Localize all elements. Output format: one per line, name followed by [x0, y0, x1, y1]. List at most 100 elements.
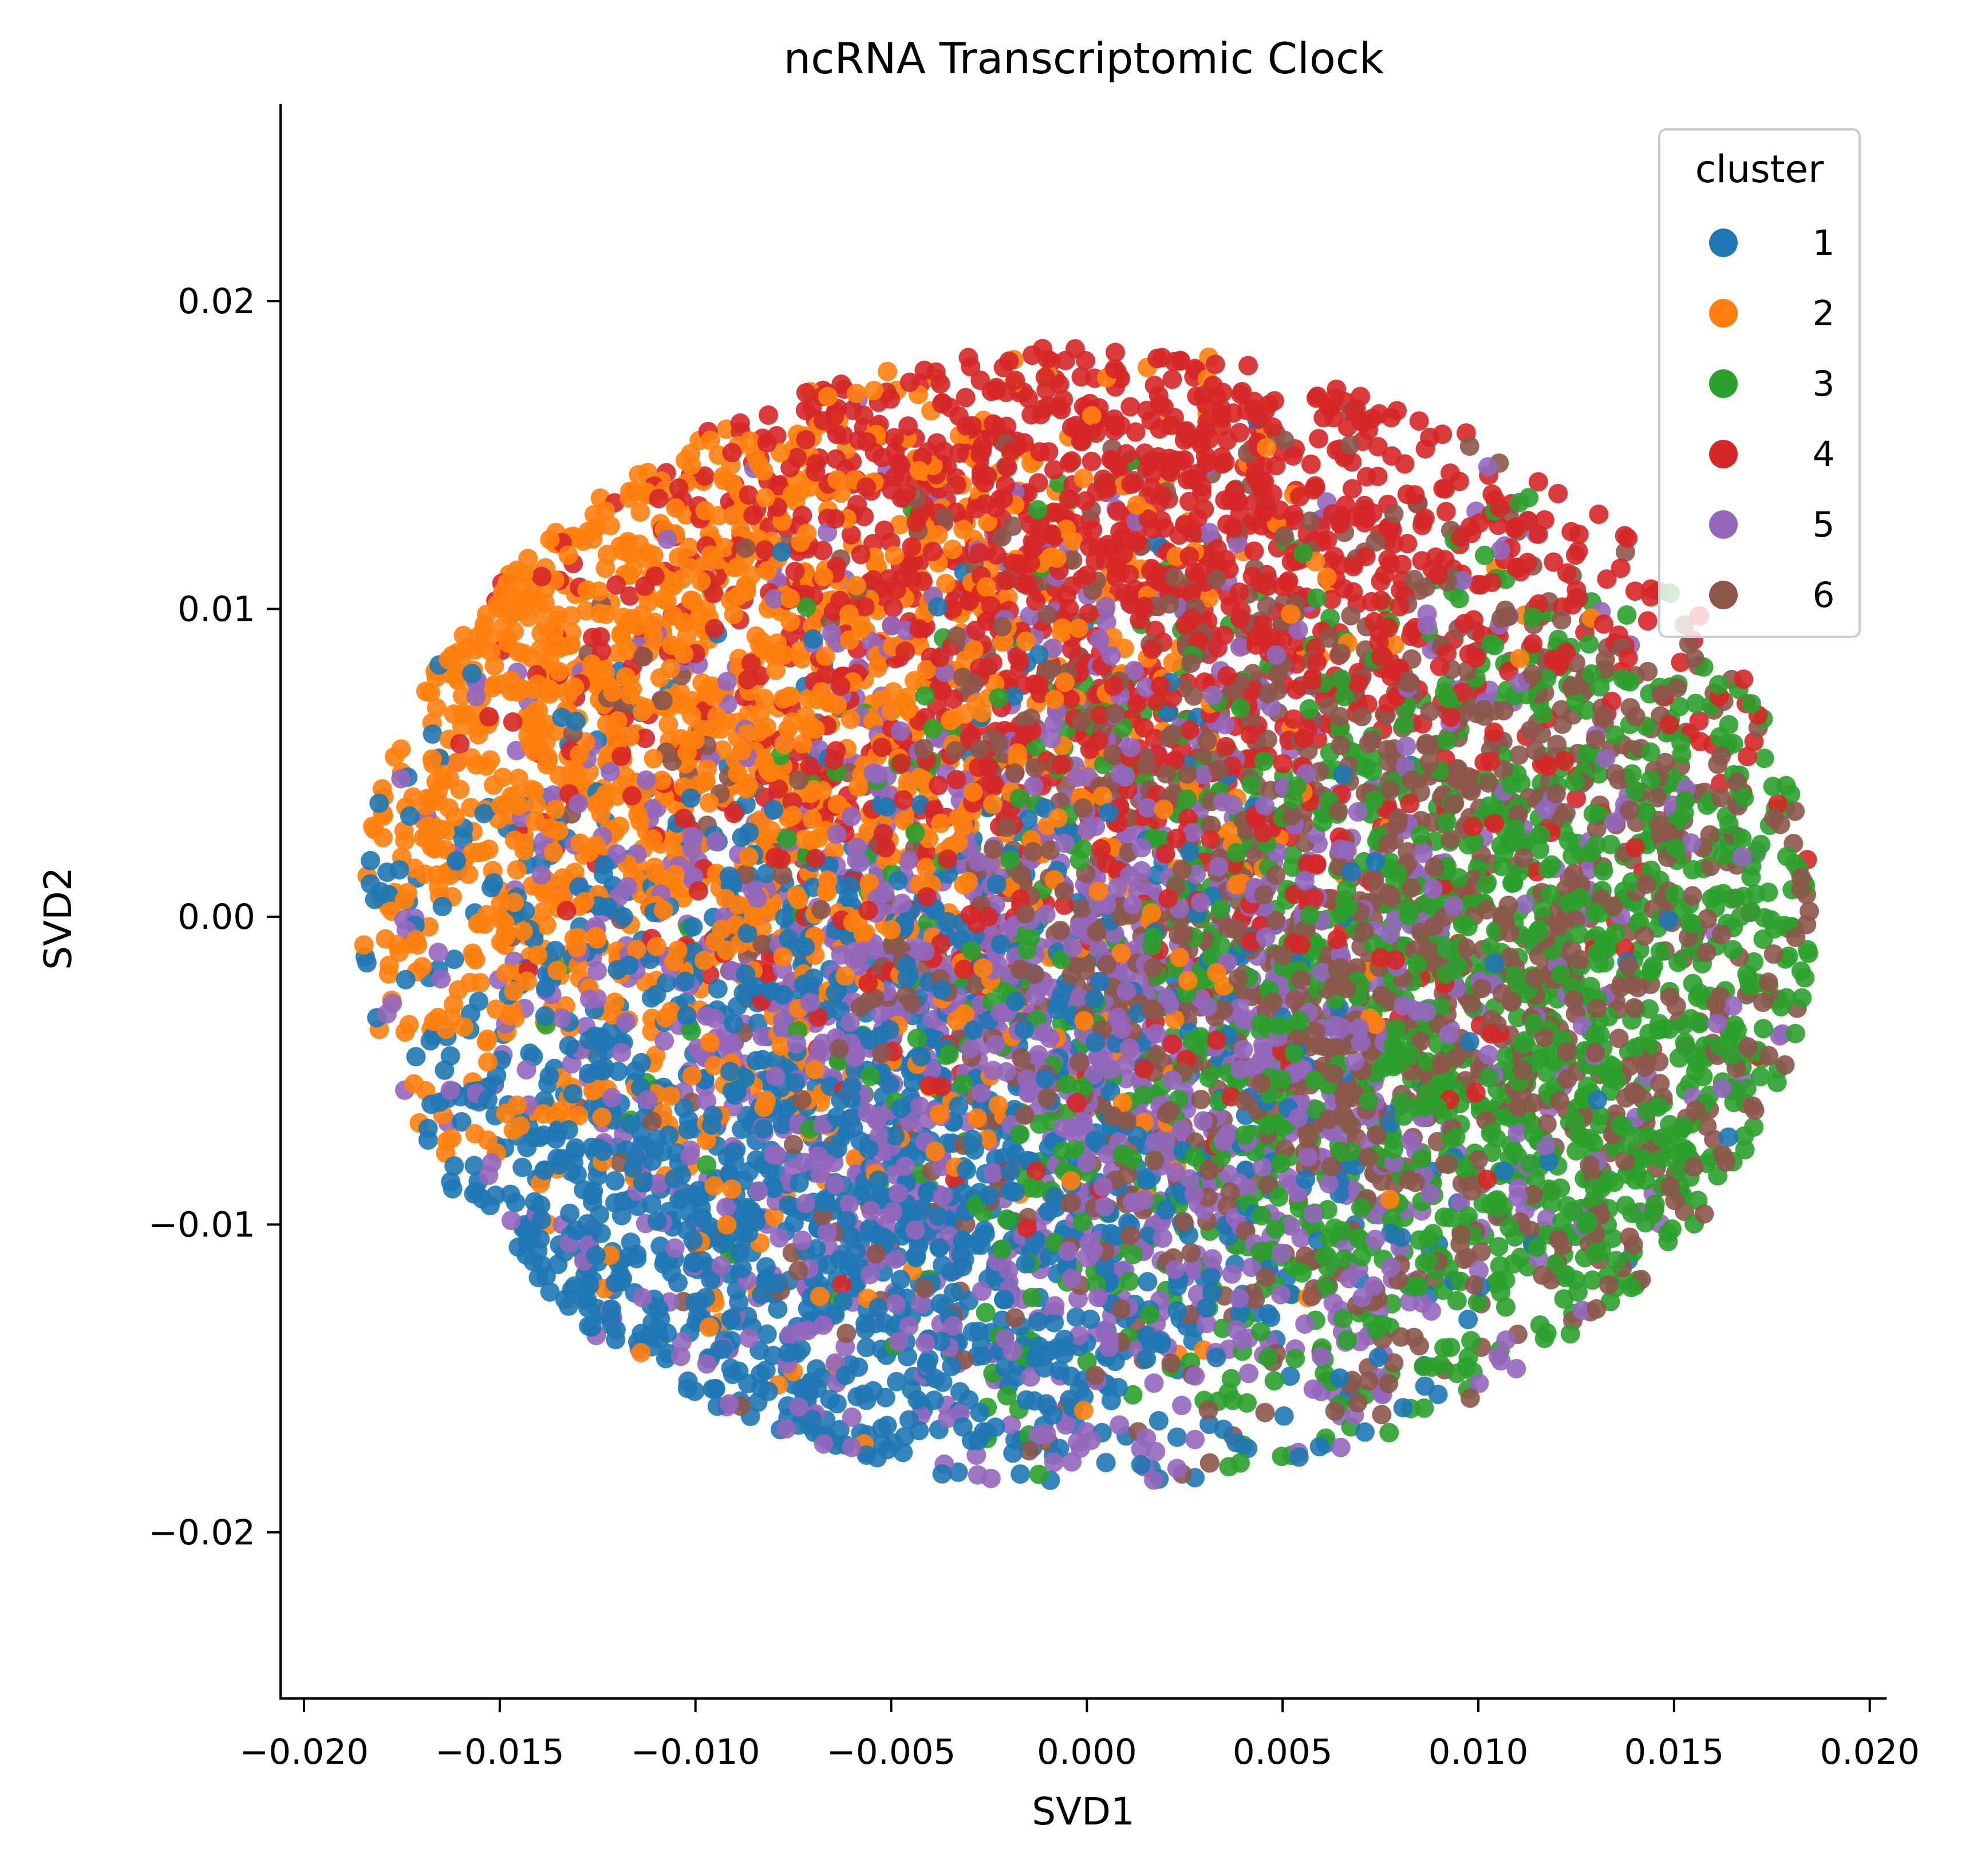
scatter-point-cluster-4	[1162, 1034, 1182, 1054]
scatter-point-cluster-5	[1001, 1415, 1021, 1435]
scatter-point-cluster-5	[1222, 1264, 1242, 1284]
scatter-point-cluster-1	[727, 996, 747, 1016]
scatter-point-cluster-2	[805, 1059, 824, 1079]
scatter-point-cluster-3	[1622, 764, 1642, 784]
scatter-point-cluster-1	[857, 1338, 877, 1357]
scatter-point-cluster-3	[1785, 1023, 1805, 1043]
scatter-point-cluster-2	[478, 1052, 498, 1072]
scatter-point-cluster-2	[452, 686, 472, 706]
scatter-point-cluster-6	[1745, 1100, 1765, 1120]
scatter-point-cluster-1	[902, 1380, 921, 1400]
scatter-point-cluster-5	[842, 1407, 862, 1427]
scatter-point-cluster-3	[1123, 1385, 1143, 1405]
scatter-point-cluster-1	[1428, 1385, 1448, 1405]
scatter-point-cluster-4	[854, 405, 874, 425]
scatter-point-cluster-4	[1569, 525, 1589, 545]
scatter-point-cluster-3	[1792, 988, 1812, 1008]
scatter-point-cluster-1	[757, 1324, 777, 1344]
scatter-point-cluster-4	[1059, 488, 1079, 509]
scatter-point-cluster-3	[1754, 748, 1774, 768]
chart-title: ncRNA Transcriptomic Clock	[784, 33, 1384, 84]
scatter-point-cluster-5	[1380, 924, 1400, 944]
scatter-point-cluster-1	[768, 1299, 788, 1319]
scatter-point-cluster-3	[1686, 693, 1706, 714]
scatter-point-cluster-4	[1201, 830, 1221, 850]
scatter-point-cluster-4	[1334, 578, 1354, 598]
scatter-point-cluster-3	[1537, 1323, 1557, 1343]
scatter-point-cluster-6	[1201, 815, 1221, 835]
scatter-point-cluster-5	[1712, 1078, 1732, 1098]
scatter-point-cluster-1	[1096, 1453, 1116, 1473]
scatter-point-cluster-1	[423, 724, 443, 744]
scatter-point-cluster-6	[1509, 745, 1529, 765]
scatter-point-cluster-3	[1449, 589, 1469, 609]
scatter-point-cluster-3	[1579, 634, 1599, 654]
scatter-point-cluster-1	[1718, 1127, 1738, 1147]
scatter-point-cluster-4	[1044, 460, 1064, 480]
scatter-point-cluster-1	[1393, 1398, 1413, 1418]
scatter-point-cluster-4	[841, 525, 861, 545]
scatter-point-cluster-3	[1414, 1398, 1434, 1418]
scatter-point-cluster-4	[1120, 397, 1141, 417]
scatter-point-cluster-4	[1301, 454, 1321, 474]
scatter-point-cluster-2	[953, 519, 973, 539]
scatter-point-cluster-1	[605, 1171, 625, 1191]
scatter-point-cluster-1	[606, 1330, 626, 1350]
scatter-point-cluster-1	[897, 1347, 917, 1367]
scatter-point-cluster-2	[378, 964, 398, 984]
scatter-point-cluster-4	[1309, 429, 1329, 448]
scatter-point-cluster-2	[474, 614, 494, 634]
scatter-point-cluster-2	[878, 361, 898, 381]
scatter-point-cluster-2	[415, 864, 435, 884]
scatter-point-cluster-6	[1198, 1400, 1218, 1420]
scatter-point-cluster-4	[1544, 552, 1564, 572]
scatter-point-cluster-5	[966, 1445, 987, 1465]
scatter-point-cluster-3	[1394, 715, 1414, 735]
scatter-point-cluster-1	[1101, 1390, 1121, 1410]
scatter-point-cluster-1	[512, 1157, 532, 1177]
scatter-point-cluster-3	[1422, 1357, 1442, 1377]
scatter-point-cluster-3	[1672, 744, 1692, 764]
scatter-point-cluster-1	[775, 908, 795, 928]
scatter-point-cluster-3	[1219, 1457, 1239, 1477]
scatter-point-cluster-5	[1396, 736, 1416, 756]
scatter-point-cluster-1	[444, 949, 464, 969]
scatter-point-cluster-5	[654, 1031, 674, 1051]
scatter-point-cluster-3	[1798, 943, 1818, 963]
scatter-point-cluster-2	[665, 498, 685, 518]
scatter-point-cluster-4	[1528, 472, 1548, 492]
scatter-point-cluster-3	[1489, 1237, 1509, 1256]
scatter-point-cluster-1	[464, 1156, 484, 1176]
scatter-point-cluster-6	[1547, 735, 1567, 755]
scatter-point-cluster-5	[1185, 1429, 1205, 1449]
scatter-point-cluster-3	[1554, 1289, 1574, 1309]
scatter-point-cluster-5	[1348, 802, 1368, 822]
scatter-point-cluster-4	[620, 586, 640, 606]
scatter-point-cluster-4	[796, 383, 816, 403]
scatter-point-cluster-4	[1409, 411, 1429, 431]
scatter-point-cluster-6	[1635, 926, 1655, 946]
scatter-point-cluster-2	[384, 747, 404, 767]
scatter-point-cluster-1	[877, 1416, 897, 1436]
scatter-point-cluster-4	[792, 506, 812, 526]
scatter-point-cluster-5	[1506, 1359, 1526, 1378]
scatter-point-cluster-1	[540, 1282, 560, 1302]
scatter-point-cluster-5	[1515, 894, 1535, 915]
scatter-point-cluster-4	[1618, 528, 1638, 548]
scatter-point-cluster-4	[1010, 652, 1030, 672]
scatter-point-cluster-1	[590, 1205, 610, 1225]
scatter-point-cluster-4	[1134, 718, 1154, 738]
scatter-point-cluster-5	[981, 1468, 1001, 1488]
scatter-point-cluster-5	[1193, 1111, 1213, 1131]
scatter-point-cluster-1	[1011, 1464, 1030, 1484]
scatter-point-cluster-1	[1355, 1422, 1375, 1442]
scatter-point-cluster-6	[1341, 606, 1361, 626]
scatter-point-cluster-4	[1342, 452, 1362, 472]
scatter-point-cluster-4	[1597, 569, 1617, 589]
scatter-point-cluster-3	[1620, 672, 1640, 692]
scatter-point-cluster-1	[678, 1371, 698, 1391]
scatter-points	[354, 338, 1820, 1490]
scatter-point-cluster-2	[824, 841, 845, 860]
scatter-point-cluster-6	[1638, 661, 1658, 681]
